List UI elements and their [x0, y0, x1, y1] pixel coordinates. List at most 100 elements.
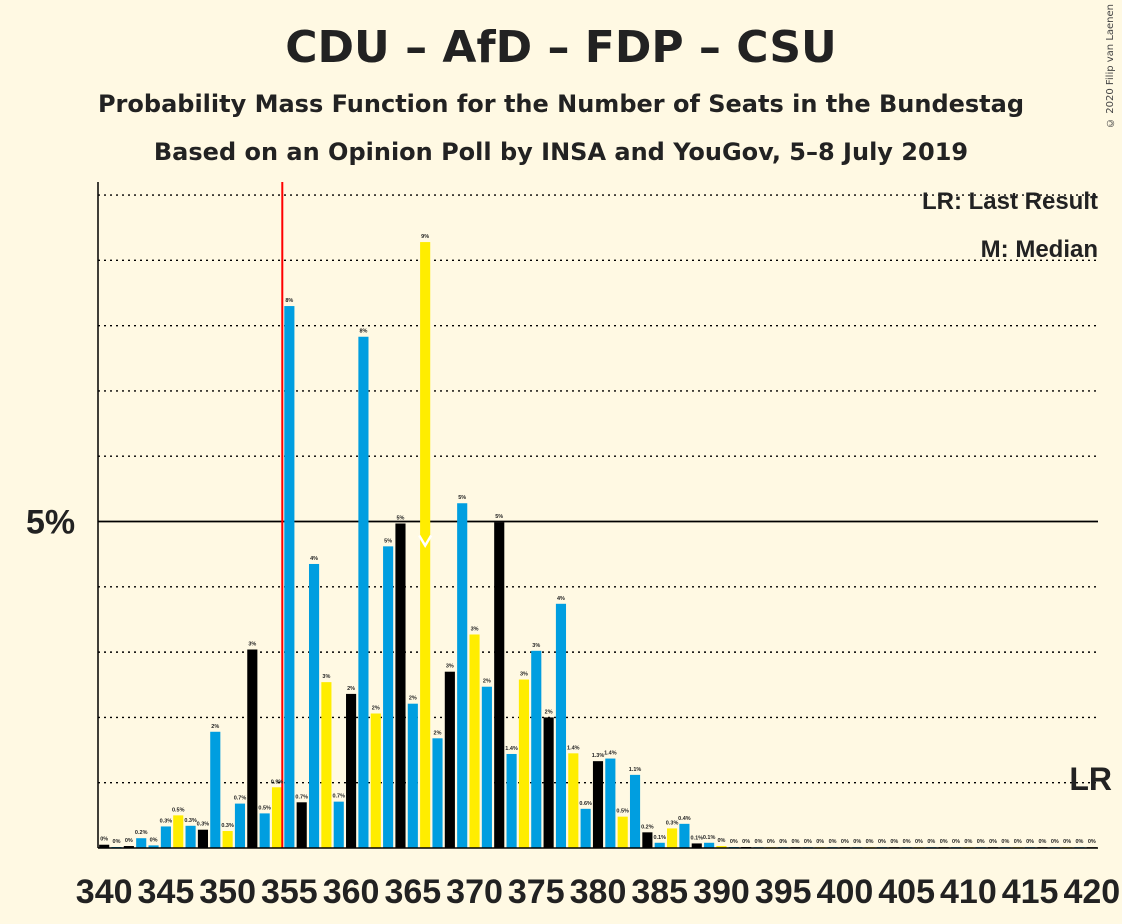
bar-label-420: 0%	[1088, 839, 1096, 845]
bar-label-370: 3%	[471, 626, 479, 632]
bar-label-410: 0%	[964, 839, 972, 845]
bar-384	[642, 832, 653, 848]
bar-label-360: 2%	[347, 686, 355, 692]
bar-385	[654, 842, 665, 848]
bar-367	[432, 738, 443, 848]
bar-label-385: 0.1%	[653, 835, 666, 841]
bar-371	[481, 686, 492, 848]
bar-label-344: 0%	[150, 837, 158, 843]
x-tick-410: 410	[940, 873, 997, 911]
bar-label-352: 3%	[248, 642, 256, 648]
bar-label-388: 0.1%	[690, 835, 703, 841]
x-tick-415: 415	[1002, 873, 1059, 911]
bar-label-378: 1.4%	[567, 745, 580, 751]
bar-label-357: 4%	[310, 556, 318, 562]
x-tick-405: 405	[878, 873, 935, 911]
bar-label-405: 0%	[903, 839, 911, 845]
bar-label-371: 2%	[483, 679, 491, 685]
bar-389	[704, 842, 715, 848]
bar-347	[185, 825, 196, 848]
bar-label-355: 8%	[285, 298, 293, 304]
bar-label-383: 1.1%	[629, 767, 642, 773]
bar-label-416: 0%	[1038, 839, 1046, 845]
bar-361	[358, 336, 369, 848]
bar-label-345: 0.3%	[160, 818, 173, 824]
bars-group	[99, 182, 1097, 849]
bar-372	[494, 522, 505, 848]
bar-label-404: 0%	[890, 839, 898, 845]
x-tick-365: 365	[384, 873, 441, 911]
bar-label-372: 5%	[495, 514, 503, 520]
bar-label-342: 0%	[125, 838, 133, 844]
bar-380	[592, 761, 604, 848]
bar-label-346: 0.5%	[172, 807, 185, 813]
bar-379	[580, 808, 591, 848]
bar-label-406: 0%	[915, 839, 923, 845]
bar-label-363: 5%	[384, 538, 392, 544]
bar-label-341: 0%	[113, 839, 121, 845]
bar-352	[247, 649, 258, 848]
bar-381	[605, 758, 616, 848]
bar-360	[346, 693, 357, 848]
bar-label-375: 3%	[532, 643, 540, 649]
x-tick-360: 360	[323, 873, 380, 911]
bar-label-415: 0%	[1026, 839, 1034, 845]
bar-351	[234, 803, 246, 848]
bar-365	[407, 703, 418, 848]
bar-labels-group: 0% 0% 0%0.2%0%0.3%0.5%0.3%0.3%2%0.3%0.7%3%…	[100, 234, 1096, 845]
bar-label-348: 0.3%	[197, 822, 210, 828]
x-tick-355: 355	[261, 873, 318, 911]
bar-374	[518, 679, 529, 848]
x-tick-380: 380	[570, 873, 627, 911]
bar-label-354: 0.9%	[271, 779, 284, 785]
chart-subtitle: Probability Mass Function for the Number…	[97, 90, 1025, 118]
bar-label-349: 2%	[211, 724, 219, 730]
bar-label-367: 2%	[434, 730, 442, 736]
x-tick-395: 395	[755, 873, 812, 911]
bar-label-369: 5%	[458, 495, 466, 501]
bar-390	[716, 846, 727, 848]
bar-label-350: 0.3%	[221, 823, 234, 829]
chart-subtitle-source: Based on an Opinion Poll by INSA and You…	[153, 138, 969, 166]
legend-last-result: LR: Last Result	[922, 188, 1098, 215]
x-tick-390: 390	[693, 873, 750, 911]
x-tick-345: 345	[138, 873, 195, 911]
bar-348	[197, 829, 208, 848]
bar-label-393: 0%	[755, 839, 763, 845]
bar-label-398: 0%	[816, 839, 824, 845]
bar-label-402: 0%	[866, 839, 874, 845]
bar-353	[259, 813, 270, 848]
bar-378	[568, 753, 579, 848]
bar-label-373: 1.4%	[505, 746, 518, 752]
bar-label-403: 0%	[878, 839, 886, 845]
bar-label-396: 0%	[792, 839, 800, 845]
bar-387	[679, 823, 690, 848]
bar-label-407: 0%	[927, 839, 935, 845]
bar-label-419: 0%	[1076, 839, 1084, 845]
bar-label-359: 0.7%	[332, 794, 345, 800]
bar-label-397: 0%	[804, 839, 812, 845]
bar-345	[160, 826, 171, 848]
bar-388	[691, 843, 702, 848]
bar-label-380: 1.3%	[592, 753, 605, 759]
bar-370	[469, 634, 480, 848]
bar-342	[123, 846, 134, 848]
bar-343	[136, 838, 147, 848]
bar-358	[321, 682, 332, 848]
bar-label-400: 0%	[841, 839, 849, 845]
bar-label-347: 0.3%	[184, 818, 197, 824]
bar-340	[99, 844, 110, 848]
bar-label-374: 3%	[520, 672, 528, 678]
median-marker	[418, 534, 433, 548]
bar-357	[308, 563, 320, 848]
bar-label-414: 0%	[1014, 839, 1022, 845]
bar-label-387: 0.4%	[678, 816, 691, 822]
bar-label-361: 8%	[359, 329, 367, 335]
bar-label-389: 0.1%	[703, 835, 716, 841]
bar-354	[271, 787, 283, 848]
x-tick-340: 340	[76, 873, 133, 911]
bar-label-340: 0%	[100, 837, 108, 843]
bar-label-394: 0%	[767, 839, 775, 845]
bar-label-351: 0.7%	[234, 796, 247, 802]
bar-label-381: 1.4%	[604, 751, 617, 757]
